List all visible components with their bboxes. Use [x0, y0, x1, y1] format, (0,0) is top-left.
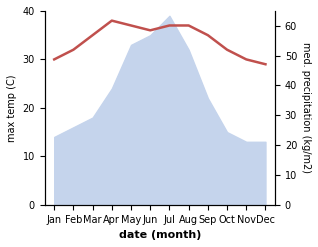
Y-axis label: max temp (C): max temp (C): [7, 74, 17, 142]
X-axis label: date (month): date (month): [119, 230, 201, 240]
Y-axis label: med. precipitation (kg/m2): med. precipitation (kg/m2): [301, 42, 311, 173]
